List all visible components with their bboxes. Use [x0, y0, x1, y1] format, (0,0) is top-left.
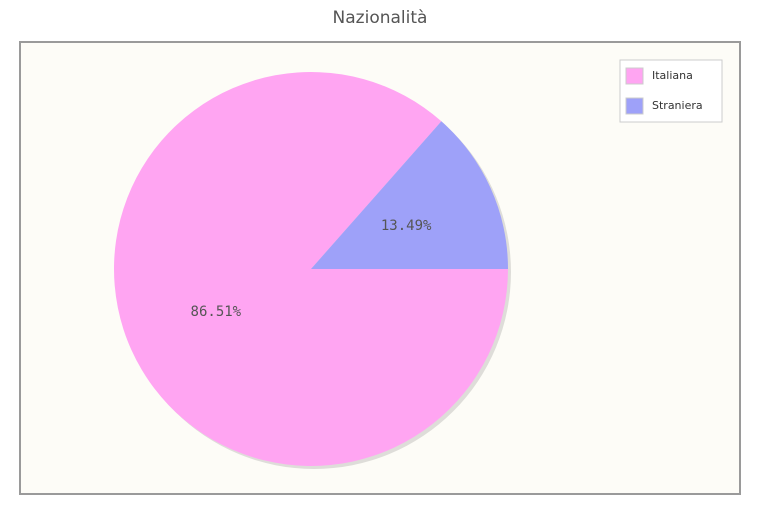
- chart-title: Nazionalità: [333, 8, 428, 28]
- pie-slice: [311, 121, 508, 270]
- legend-swatch: [625, 97, 644, 115]
- slice-label: 13.49%: [381, 218, 432, 234]
- pie-slice: [113, 72, 508, 467]
- legend-label: Italiana: [652, 69, 693, 82]
- legend-swatch: [625, 67, 644, 85]
- slice-label: 86.51%: [191, 304, 242, 320]
- legend-label: Straniera: [652, 99, 703, 112]
